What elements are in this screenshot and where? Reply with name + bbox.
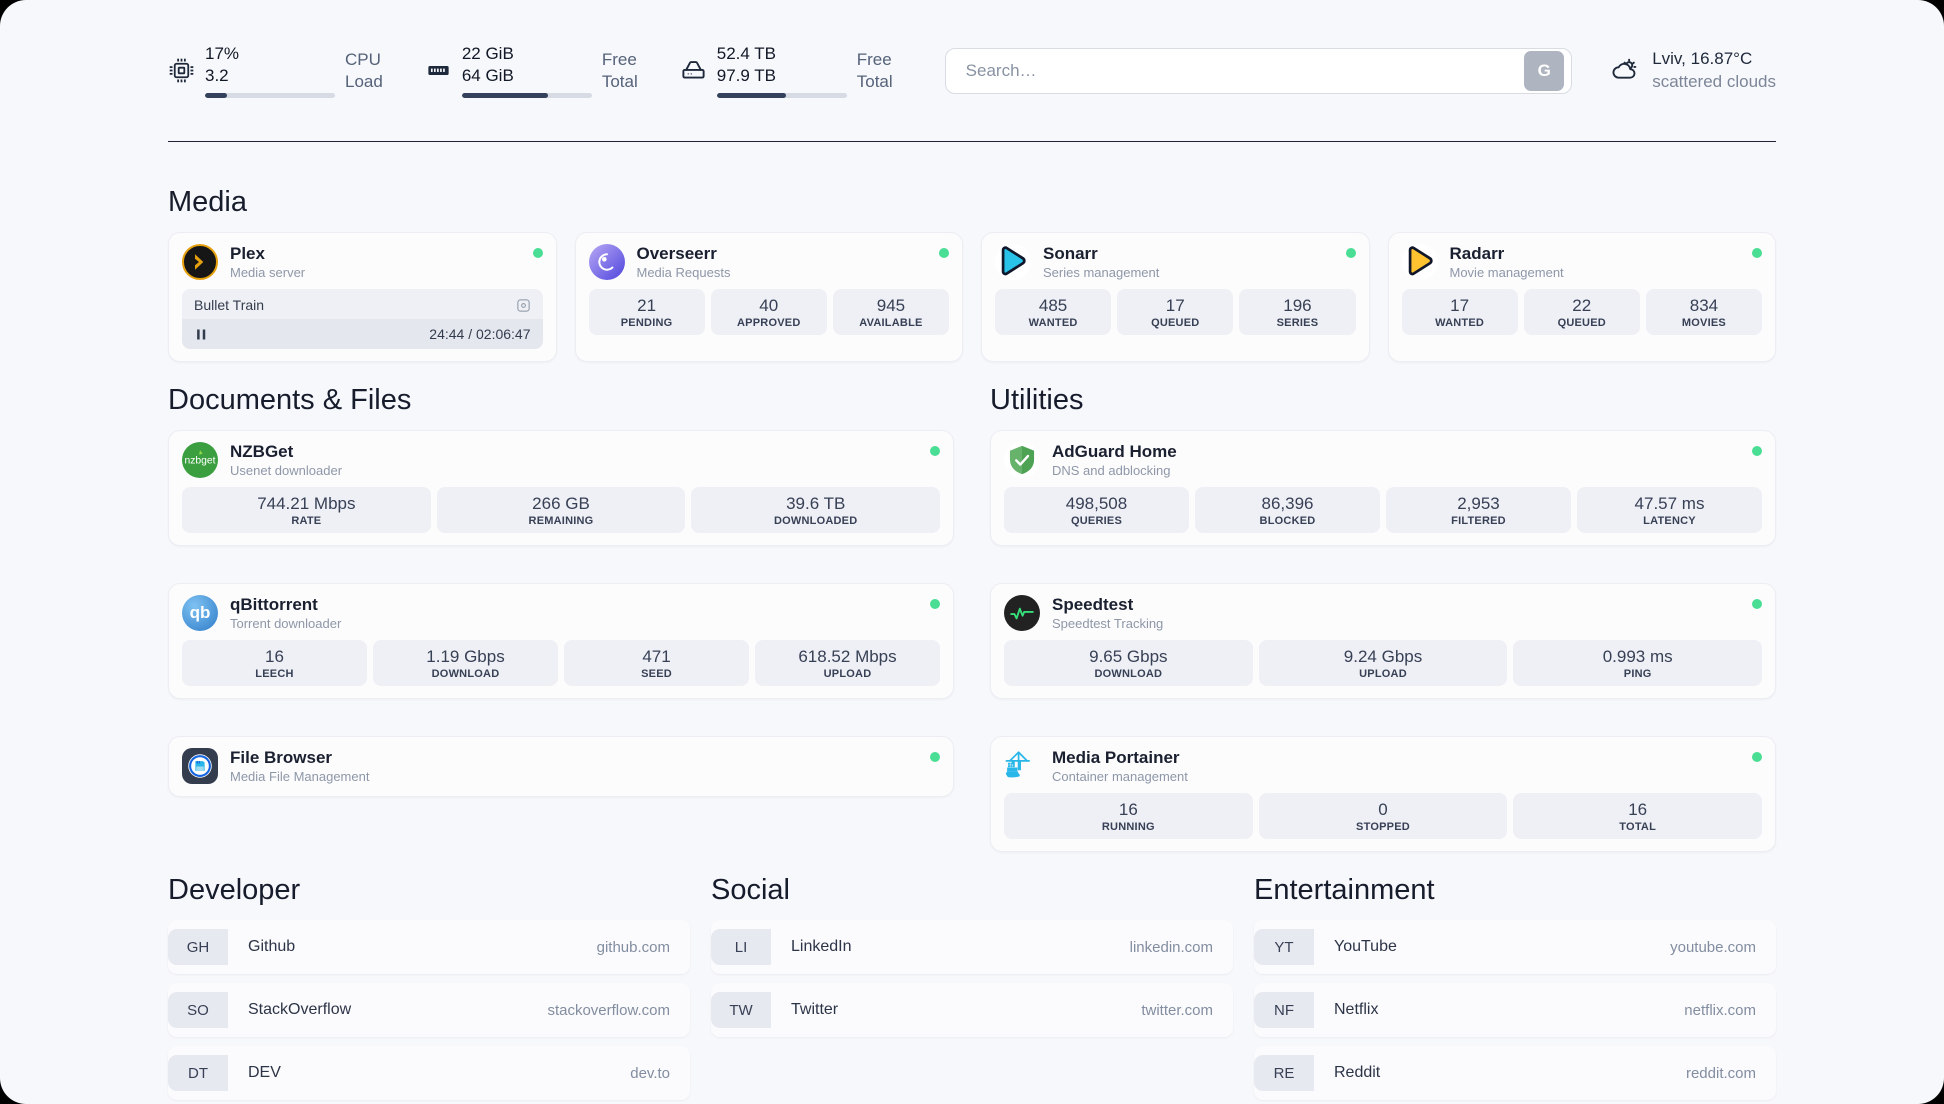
svg-text:nzbget: nzbget [184, 456, 215, 467]
